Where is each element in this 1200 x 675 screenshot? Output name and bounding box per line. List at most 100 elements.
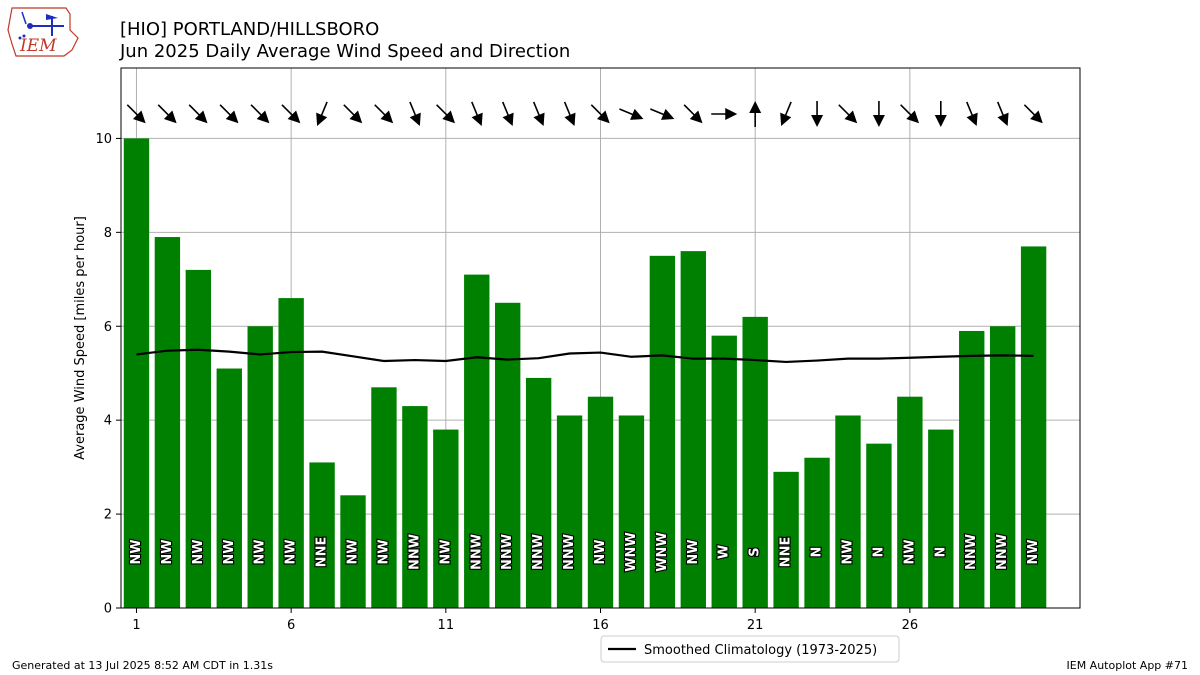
wind-arrow-head [194,110,208,124]
wind-arrow-day-14 [532,101,545,127]
bar-day-28 [959,330,985,608]
chart-title: [HIO] PORTLAND/HILLSBORO [120,19,379,40]
wind-arrow-day-24 [838,104,858,124]
bar-day-15 [556,415,583,608]
wind-arrow-head [811,115,824,127]
direction-label-day-3: NW [191,539,206,564]
wind-arrow-head [934,115,947,127]
wind-arrow-head [132,110,146,124]
wind-arrow-day-20 [711,108,738,120]
wind-arrow-day-18 [650,108,675,120]
bar-day-5 [247,326,273,608]
chart-subtitle: Jun 2025 Daily Average Wind Speed and Di… [119,41,570,62]
direction-label-day-2: NW [160,539,175,564]
direction-label-day-25: N [871,547,886,558]
direction-label-day-8: NW [346,539,361,564]
y-axis-label: Average Wind Speed [miles per hour] [73,216,88,460]
bar-day-30 [1020,246,1047,608]
direction-label-day-13: NNW [500,534,515,570]
bar-day-27 [928,429,954,608]
wind-arrow-day-5 [250,104,270,124]
wind-arrow-head [380,110,394,124]
wind-arrow-day-28 [966,101,978,127]
wind-arrow-day-12 [471,101,483,127]
y-tick-label: 8 [104,226,112,241]
direction-label-day-7: NNE [315,537,330,568]
wind-arrow-day-25 [872,101,885,127]
x-tick-label: 6 [287,618,295,633]
direction-label-day-18: WNW [655,532,670,572]
direction-label-day-6: NW [284,539,299,564]
wind-arrow-day-3 [188,104,208,124]
footer-generated: Generated at 13 Jul 2025 8:52 AM CDT in … [12,659,273,672]
direction-label-day-29: NNW [995,534,1010,570]
bar-day-23 [804,457,830,608]
bar-day-22 [773,471,799,608]
wind-direction-arrows [126,101,1043,127]
direction-label-day-9: NW [376,539,391,564]
direction-label-day-26: NW [902,539,917,564]
iem-logo[interactable]: IEM [7,7,79,57]
wind-arrow-head [163,110,177,124]
wind-arrow-head [660,108,675,120]
wind-arrow-head [471,112,483,127]
bar-day-2 [154,237,181,609]
logo-text: IEM [19,36,57,56]
bar-day-18 [649,255,676,608]
wind-arrow-day-10 [409,101,421,127]
wind-arrow-day-22 [780,101,792,127]
bar-day-14 [525,377,552,608]
wind-arrow-head [533,112,545,127]
wind-arrow-day-30 [1023,104,1043,124]
legend: Smoothed Climatology (1973-2025) [600,635,900,663]
bar-day-19 [680,251,706,608]
wind-arrow-head [287,110,301,124]
direction-label-day-23: N [810,547,825,558]
bar-day-4 [216,368,242,608]
bar-day-21 [742,316,768,608]
direction-label-day-21: S [748,547,763,556]
wind-arrow-head [442,110,456,124]
bar-day-11 [433,429,459,608]
bar-day-9 [371,387,397,608]
direction-labels: NW NW NW NW NW NW NNE NW NW NNW NW NNW NNW NNW NNW NW WN… [128,531,1042,573]
wind-arrow-head [1030,110,1043,124]
direction-label-day-30: NW [1026,539,1041,564]
footer-app-id: IEM Autoplot App #71 [1067,659,1189,672]
bar-day-16 [587,396,614,608]
wind-arrow-day-9 [374,104,394,124]
wind-arrow-day-13 [501,101,514,127]
wind-arrow-day-7 [316,101,328,127]
wind-arrow-head [749,101,762,113]
climatology-series [136,348,1034,364]
wind-arrow-day-11 [436,104,456,124]
x-tick-label: 26 [902,618,919,633]
bar-day-17 [618,415,645,608]
bar-day-20 [711,335,737,608]
wind-arrow-day-27 [934,101,947,127]
bar-day-10 [402,406,428,608]
bar-day-25 [866,443,892,608]
y-tick-label: 6 [104,320,112,335]
bar-day-12 [464,274,490,608]
direction-label-day-16: NW [593,539,608,564]
wind-arrow-day-21 [749,101,762,127]
x-tick-label: 16 [592,618,609,633]
bar-day-8 [340,495,366,608]
x-tick-label: 1 [132,618,140,633]
direction-label-day-4: NW [222,539,237,564]
wind-arrow-head [409,112,421,127]
wind-arrow-head [349,110,363,124]
wind-arrow-head [780,112,792,127]
wind-arrow-day-15 [563,101,576,127]
wind-arrow-head [564,112,576,127]
wind-arrow-head [725,108,738,120]
direction-label-day-20: W [717,545,732,559]
direction-label-day-12: NNW [469,534,484,570]
direction-label-day-1: NW [129,539,144,564]
direction-label-day-14: NNW [531,534,546,570]
bar-day-29 [989,326,1016,608]
legend-label: Smoothed Climatology (1973-2025) [644,643,877,658]
wind-arrow-head [872,115,885,127]
direction-label-day-24: NW [840,539,855,564]
